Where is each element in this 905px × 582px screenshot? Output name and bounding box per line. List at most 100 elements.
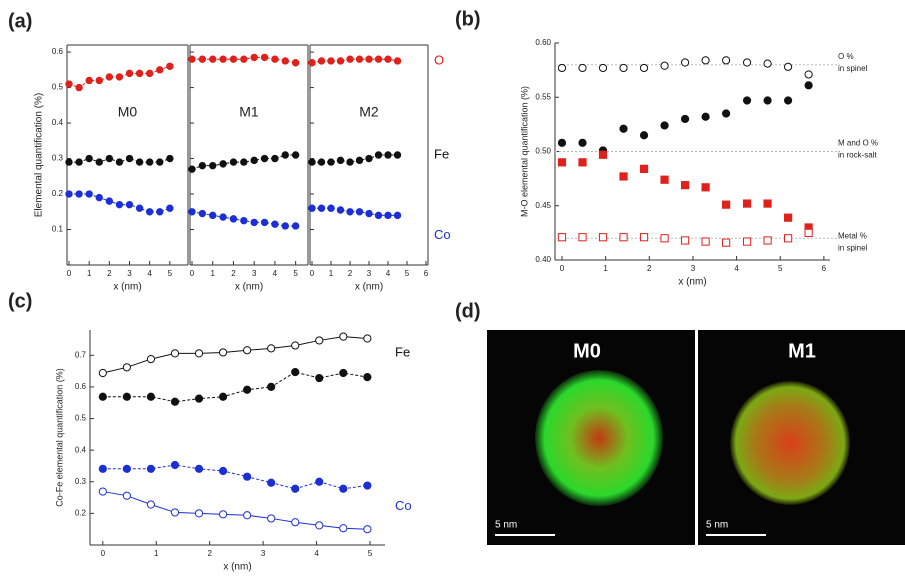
data-point bbox=[578, 158, 587, 167]
data-point bbox=[783, 234, 793, 243]
data-point bbox=[363, 373, 372, 382]
data-point bbox=[122, 363, 131, 372]
data-point bbox=[315, 336, 324, 345]
data-point bbox=[229, 215, 238, 223]
y-tick-label: 0.5 bbox=[75, 414, 87, 423]
data-point bbox=[598, 63, 608, 73]
x-tick-label: 2 bbox=[107, 269, 112, 278]
x-tick-label: 3 bbox=[261, 549, 266, 558]
data-point bbox=[327, 158, 335, 166]
data-point bbox=[308, 204, 316, 212]
y-tick-label: 0.4 bbox=[52, 118, 64, 127]
data-point bbox=[598, 150, 608, 159]
data-point bbox=[578, 138, 587, 147]
data-point bbox=[639, 63, 649, 73]
x-tick-label: 1 bbox=[603, 264, 608, 273]
data-point bbox=[198, 55, 207, 63]
y-tick-label: 0.6 bbox=[52, 47, 64, 56]
data-point bbox=[315, 521, 324, 530]
y-tick-label: 0.50 bbox=[535, 147, 551, 156]
data-point bbox=[243, 472, 252, 481]
data-point bbox=[219, 55, 227, 63]
data-point bbox=[783, 213, 793, 222]
data-point bbox=[125, 69, 134, 78]
data-point bbox=[125, 200, 134, 209]
y-tick-label: 0.3 bbox=[52, 154, 64, 163]
image-title: M0 bbox=[573, 340, 601, 362]
data-point bbox=[660, 175, 669, 184]
data-point bbox=[355, 55, 364, 63]
x-axis-label: x (nm) bbox=[355, 282, 383, 293]
data-point bbox=[218, 466, 228, 476]
image-title: M1 bbox=[788, 340, 816, 362]
data-point bbox=[281, 151, 289, 159]
data-point bbox=[365, 154, 373, 163]
y-tick-label: 0.2 bbox=[52, 189, 64, 198]
data-point bbox=[267, 514, 276, 523]
data-point bbox=[145, 69, 154, 78]
data-point bbox=[336, 57, 345, 65]
data-point bbox=[146, 464, 156, 473]
data-point bbox=[98, 392, 107, 401]
data-point bbox=[308, 158, 316, 166]
data-point bbox=[291, 151, 300, 159]
data-point bbox=[783, 62, 793, 71]
data-point bbox=[804, 81, 813, 90]
x-tick-label: 5 bbox=[368, 549, 373, 558]
data-point bbox=[166, 62, 174, 70]
data-point bbox=[291, 518, 300, 527]
data-point bbox=[281, 222, 289, 230]
data-point bbox=[363, 334, 372, 343]
x-tick-label: 4 bbox=[314, 549, 319, 558]
data-point bbox=[250, 53, 258, 62]
data-point bbox=[291, 341, 300, 350]
x-tick-label: 0 bbox=[310, 269, 315, 278]
data-point bbox=[393, 211, 402, 220]
data-point bbox=[75, 190, 83, 198]
data-point bbox=[271, 220, 279, 228]
x-tick-label: 3 bbox=[252, 269, 257, 278]
data-point bbox=[95, 193, 103, 202]
data-point bbox=[701, 237, 710, 246]
x-tick-label: 2 bbox=[207, 549, 212, 558]
annotation: Metal % bbox=[838, 231, 867, 240]
data-point bbox=[146, 392, 156, 401]
data-point bbox=[166, 154, 174, 163]
data-point bbox=[355, 208, 364, 216]
particle bbox=[730, 381, 850, 505]
data-point bbox=[346, 158, 354, 166]
x-axis-label: x (nm) bbox=[678, 277, 706, 288]
data-point bbox=[170, 397, 180, 406]
data-point bbox=[557, 63, 567, 73]
data-point bbox=[166, 204, 174, 212]
data-point bbox=[336, 206, 345, 214]
data-point bbox=[271, 55, 279, 63]
data-point bbox=[393, 57, 402, 65]
data-point bbox=[209, 55, 217, 63]
data-point bbox=[271, 154, 279, 163]
data-point bbox=[701, 56, 710, 65]
data-point bbox=[122, 392, 131, 401]
data-point bbox=[384, 151, 392, 159]
data-point bbox=[660, 234, 669, 243]
data-point bbox=[680, 58, 690, 67]
x-tick-label: 5 bbox=[405, 269, 410, 278]
data-point bbox=[639, 164, 649, 173]
y-tick-label: 0.5 bbox=[52, 83, 64, 92]
data-point bbox=[384, 211, 392, 220]
series-label: Fe bbox=[395, 344, 410, 359]
data-point bbox=[578, 233, 587, 242]
data-point bbox=[250, 218, 258, 227]
data-point bbox=[281, 57, 289, 65]
data-point bbox=[145, 158, 154, 166]
annotation: O % bbox=[838, 52, 854, 61]
data-point bbox=[804, 70, 813, 79]
data-point bbox=[374, 151, 383, 159]
data-point bbox=[75, 158, 83, 166]
data-point bbox=[229, 158, 238, 166]
data-point bbox=[98, 464, 107, 473]
data-point bbox=[804, 228, 813, 237]
data-point bbox=[219, 213, 227, 221]
data-point bbox=[315, 373, 324, 383]
annotation: in rock-salt bbox=[838, 151, 877, 160]
